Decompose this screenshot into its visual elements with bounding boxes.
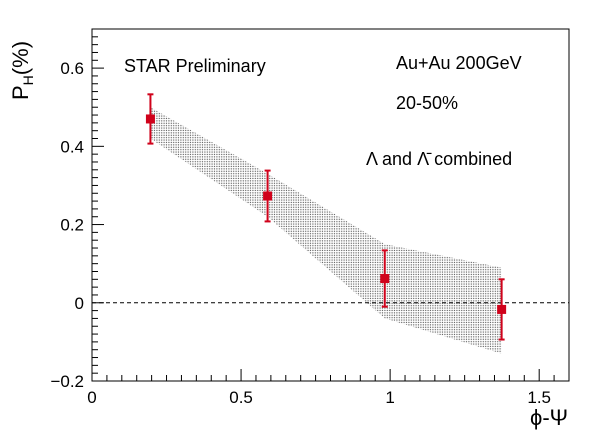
y-tick-label: −0.2 — [50, 372, 84, 391]
data-point — [145, 114, 155, 124]
centrality-label: 20-50% — [396, 93, 458, 113]
y-tick-label: 0.4 — [60, 137, 84, 156]
axis-tick-labels: 0 0.5 1 1.5−0.200.20.40.6 — [50, 59, 551, 407]
y-axis-title-subscript: H — [20, 75, 36, 85]
x-axis-title: ϕ-Ψ — [530, 405, 568, 430]
species-label: Λ and Λ̄ combined — [366, 149, 512, 169]
svg-text:PH(%): PH(%) — [8, 41, 36, 100]
axis-ticks — [91, 28, 570, 382]
x-tick-label: 0.5 — [229, 388, 253, 407]
x-tick-label: 1 — [385, 388, 394, 407]
y-tick-label: 0.6 — [60, 59, 84, 78]
data-markers — [145, 93, 507, 341]
experiment-label: STAR Preliminary — [124, 56, 266, 76]
y-tick-label: 0.2 — [60, 216, 84, 235]
data-point — [497, 304, 507, 314]
y-axis-title-main: P — [8, 85, 33, 100]
y-tick-label: 0 — [75, 294, 84, 313]
collision-system-label: Au+Au 200GeV — [396, 53, 522, 73]
y-axis-title-suffix: (%) — [8, 41, 33, 75]
y-axis-title: PH(%) — [8, 41, 36, 100]
x-tick-label: 1.5 — [527, 388, 551, 407]
data-point — [263, 191, 273, 201]
data-point — [380, 274, 390, 284]
systematic-uncertainty-band — [150, 107, 502, 354]
x-tick-label: 0 — [87, 388, 96, 407]
